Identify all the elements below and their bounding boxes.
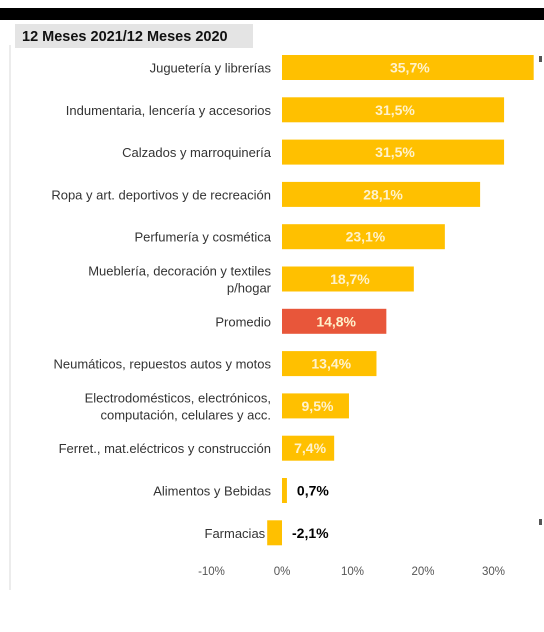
title-box	[15, 24, 253, 48]
bar	[282, 266, 414, 292]
bar	[282, 224, 445, 250]
bar	[282, 393, 349, 419]
value-label: 13,4%	[311, 356, 351, 372]
value-label: 7,4%	[294, 440, 326, 456]
category-label: Ropa y art. deportivos y de recreación	[51, 187, 271, 202]
bar	[282, 308, 387, 334]
value-label: 31,5%	[375, 102, 415, 118]
chart-title: 12 Meses 2021/12 Meses 2020	[22, 29, 228, 45]
category-label: Alimentos y Bebidas	[153, 484, 271, 499]
category-label: Indumentaria, lencería y accesorios	[66, 103, 272, 118]
bar	[282, 55, 534, 80]
category-label: Mueblería, decoración y textiles	[88, 264, 271, 279]
value-label: 14,8%	[316, 313, 356, 329]
value-label: 18,7%	[330, 271, 370, 287]
category-label: p/hogar	[227, 281, 272, 296]
category-label: Promedio	[215, 314, 271, 329]
category-label: Juguetería y librerías	[150, 61, 272, 76]
category-label: Calzados y marroquinería	[122, 145, 272, 160]
category-label: Neumáticos, repuestos autos y motos	[54, 357, 272, 372]
bar	[282, 435, 335, 461]
bar	[282, 351, 377, 377]
category-label: Electrodomésticos, electrónicos,	[85, 390, 271, 405]
bar	[282, 139, 505, 165]
category-label: Farmacias	[205, 526, 266, 541]
value-label: 23,1%	[346, 229, 386, 245]
edge-mark	[539, 519, 542, 525]
category-label: Ferret., mat.eléctricos y construcción	[59, 441, 271, 456]
edge-mark	[539, 56, 542, 62]
value-label: 0,7%	[297, 483, 329, 499]
value-label: 9,5%	[302, 398, 334, 414]
category-label: computación, celulares y acc.	[100, 407, 271, 422]
value-label: 28,1%	[363, 186, 403, 202]
x-tick-label: -10%	[198, 566, 225, 578]
category-label: Perfumería y cosmética	[134, 230, 271, 245]
x-tick-label: 30%	[482, 566, 505, 578]
x-tick-label: 10%	[341, 566, 364, 578]
x-tick-label: 0%	[274, 566, 291, 578]
bar	[282, 181, 481, 207]
value-label: -2,1%	[292, 525, 329, 541]
top-band	[0, 8, 544, 20]
bar	[282, 97, 505, 123]
bar	[267, 520, 282, 546]
value-label: 35,7%	[390, 60, 430, 76]
x-tick-label: 20%	[411, 566, 434, 578]
bar	[282, 478, 287, 503]
value-label: 31,5%	[375, 144, 415, 160]
